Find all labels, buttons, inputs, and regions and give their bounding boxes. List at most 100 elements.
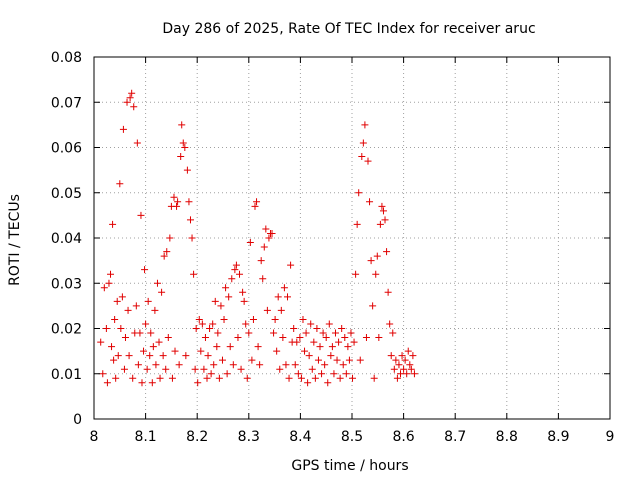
data-point xyxy=(153,279,161,287)
data-point xyxy=(146,352,154,360)
data-point xyxy=(201,334,209,342)
data-point xyxy=(400,365,408,373)
data-point xyxy=(339,361,347,369)
data-point xyxy=(217,302,225,310)
data-point xyxy=(197,347,205,355)
data-point xyxy=(369,302,377,310)
data-point xyxy=(107,270,115,278)
data-point xyxy=(160,252,168,260)
data-point xyxy=(344,343,352,351)
data-point xyxy=(350,338,358,346)
data-point xyxy=(119,125,127,133)
data-point xyxy=(141,266,149,274)
data-point xyxy=(136,329,144,337)
data-point xyxy=(116,180,124,188)
data-point xyxy=(263,306,271,314)
x-tick-label: 8.8 xyxy=(496,429,518,445)
data-point xyxy=(232,261,240,269)
data-point xyxy=(240,297,248,305)
data-point xyxy=(171,347,179,355)
data-point xyxy=(347,329,355,337)
axis-ticks xyxy=(93,56,611,420)
data-point xyxy=(390,365,398,373)
data-point xyxy=(308,365,316,373)
data-point xyxy=(307,320,315,328)
data-point xyxy=(305,352,313,360)
data-point xyxy=(392,356,400,364)
data-point xyxy=(359,139,367,147)
data-point xyxy=(393,374,401,382)
y-tick-label: 0.02 xyxy=(51,322,82,338)
data-point xyxy=(325,320,333,328)
data-point xyxy=(198,320,206,328)
data-point xyxy=(273,347,281,355)
data-point xyxy=(407,365,415,373)
data-point xyxy=(183,166,191,174)
data-point xyxy=(299,315,307,323)
x-tick-labels: 8 8.1 8.2 8.3 8.4 8.5 8.6 8.7 8.8 8.9 9 xyxy=(90,429,615,445)
data-point xyxy=(257,257,265,265)
data-point xyxy=(117,325,125,332)
data-point xyxy=(338,325,346,332)
data-point xyxy=(118,293,126,301)
data-point xyxy=(336,374,344,382)
data-point xyxy=(378,202,386,210)
data-point xyxy=(111,315,119,323)
data-point xyxy=(203,374,211,382)
data-point xyxy=(159,352,167,360)
data-point xyxy=(143,365,151,373)
data-point xyxy=(105,279,113,287)
data-point xyxy=(362,334,370,342)
data-point xyxy=(260,243,268,251)
data-point xyxy=(285,374,293,382)
data-point xyxy=(327,352,335,360)
data-point xyxy=(220,315,228,323)
data-point xyxy=(318,370,326,378)
data-point xyxy=(123,98,131,106)
data-point xyxy=(401,356,409,364)
data-point xyxy=(166,234,174,242)
data-point xyxy=(313,325,321,332)
data-point xyxy=(358,153,366,161)
data-point xyxy=(301,347,309,355)
data-point xyxy=(124,306,132,314)
data-point xyxy=(223,370,231,378)
data-point xyxy=(181,144,189,151)
data-point xyxy=(341,334,349,342)
data-point xyxy=(126,94,134,102)
data-point xyxy=(195,315,203,323)
data-point xyxy=(130,103,138,111)
data-point xyxy=(274,293,282,301)
data-point xyxy=(249,315,257,323)
data-point xyxy=(304,379,312,387)
x-tick-label: 9 xyxy=(606,429,615,445)
data-point xyxy=(293,338,301,346)
data-point xyxy=(100,284,108,292)
data-point xyxy=(253,198,261,206)
data-point xyxy=(190,270,198,278)
data-point xyxy=(209,320,217,328)
x-tick-label: 8 xyxy=(90,429,99,445)
data-point xyxy=(373,252,381,260)
data-point xyxy=(152,361,160,369)
data-point xyxy=(297,374,305,382)
data-point xyxy=(324,379,332,387)
data-point xyxy=(291,361,299,369)
data-point xyxy=(403,370,411,378)
data-point xyxy=(375,334,383,342)
data-point xyxy=(345,356,353,364)
data-point xyxy=(174,198,182,206)
data-point xyxy=(137,211,145,219)
data-point xyxy=(355,189,363,197)
data-point xyxy=(213,343,221,351)
data-point xyxy=(271,315,279,323)
data-point xyxy=(138,379,146,387)
data-points xyxy=(97,89,418,387)
data-point xyxy=(103,379,111,387)
data-point xyxy=(114,352,122,360)
data-point xyxy=(245,329,253,337)
data-point xyxy=(192,325,200,332)
data-point xyxy=(132,302,140,310)
data-point xyxy=(125,352,133,360)
